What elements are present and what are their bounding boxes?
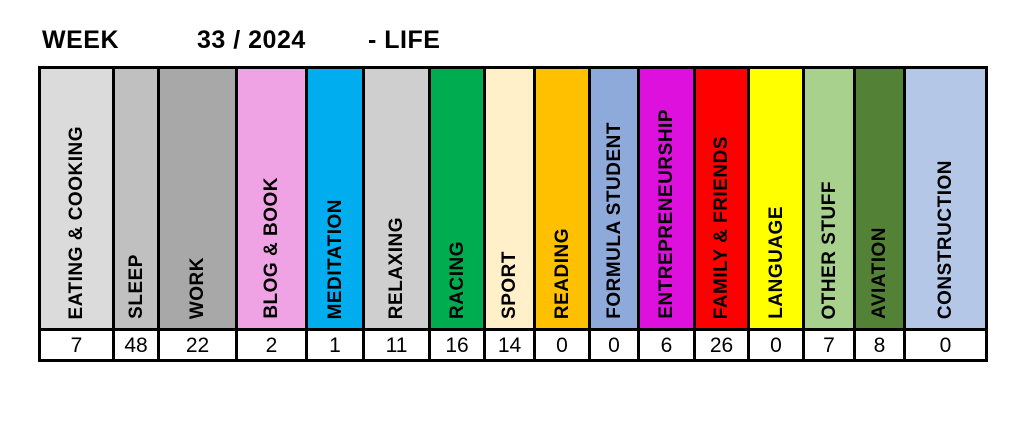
category-cell-aviation: AVIATION xyxy=(856,69,903,328)
category-cell-sport: SPORT xyxy=(486,69,533,328)
category-label: EATING & COOKING xyxy=(66,125,87,319)
value-cell-blog-book: 2 xyxy=(238,331,305,359)
category-cell-entrepreneurship: ENTREPRENEURSHIP xyxy=(640,69,693,328)
value-cell-aviation: 8 xyxy=(856,331,903,359)
title-week-label: WEEK xyxy=(42,26,119,54)
category-label: CONSTRUCTION xyxy=(935,159,956,319)
category-cell-meditation: MEDITATION xyxy=(308,69,362,328)
category-label: MEDITATION xyxy=(324,198,346,319)
category-label: FAMILY & FRIENDS xyxy=(711,135,732,319)
category-cell-relaxing: RELAXING xyxy=(365,69,428,328)
value-cell-sport: 14 xyxy=(486,331,533,359)
category-label: LANGUAGE xyxy=(765,206,787,319)
value-cell-other-stuff: 7 xyxy=(805,331,853,359)
category-cell-sleep: SLEEP xyxy=(115,69,157,328)
category-cell-blog-book: BLOG & BOOK xyxy=(238,69,305,328)
life-tracker-table: EATING & COOKING SLEEP WORK BLOG & BOOK … xyxy=(38,66,988,362)
value-cell-racing: 16 xyxy=(431,331,483,359)
category-label: AVIATION xyxy=(869,227,890,319)
category-label: READING xyxy=(551,227,573,319)
category-label: RACING xyxy=(446,241,468,319)
value-cell-eating-cooking: 7 xyxy=(41,331,112,359)
value-cell-entrepreneurship: 6 xyxy=(640,331,693,359)
title-suffix: - LIFE xyxy=(368,26,441,54)
value-cell-sleep: 48 xyxy=(115,331,157,359)
category-label: WORK xyxy=(187,256,208,319)
category-label: OTHER STUFF xyxy=(818,180,840,320)
category-cell-family-friends: FAMILY & FRIENDS xyxy=(696,69,747,328)
title-week-number: 33 / 2024 xyxy=(197,26,306,54)
value-cell-reading: 0 xyxy=(536,331,588,359)
category-cell-construction: CONSTRUCTION xyxy=(906,69,985,328)
category-cell-reading: READING xyxy=(536,69,588,328)
value-cell-relaxing: 11 xyxy=(365,331,428,359)
category-cell-formula-student: FORMULA STUDENT xyxy=(591,69,637,328)
category-label: SPORT xyxy=(499,251,520,319)
value-cell-formula-student: 0 xyxy=(591,331,637,359)
category-cell-language: LANGUAGE xyxy=(750,69,802,328)
category-label: SLEEP xyxy=(125,254,147,319)
category-cell-eating-cooking: EATING & COOKING xyxy=(41,69,112,328)
category-label: FORMULA STUDENT xyxy=(603,122,625,319)
category-cell-other-stuff: OTHER STUFF xyxy=(805,69,853,328)
value-cell-language: 0 xyxy=(750,331,802,359)
value-cell-family-friends: 26 xyxy=(696,331,747,359)
category-cell-racing: RACING xyxy=(431,69,483,328)
value-cell-meditation: 1 xyxy=(308,331,362,359)
value-cell-construction: 0 xyxy=(906,331,985,359)
category-label: BLOG & BOOK xyxy=(261,177,282,319)
category-cell-work: WORK xyxy=(160,69,235,328)
page-title: WEEK 33 / 2024 - LIFE xyxy=(0,0,1023,66)
category-label: ENTREPRENEURSHIP xyxy=(656,109,677,319)
category-label: RELAXING xyxy=(386,216,407,319)
value-cell-work: 22 xyxy=(160,331,235,359)
